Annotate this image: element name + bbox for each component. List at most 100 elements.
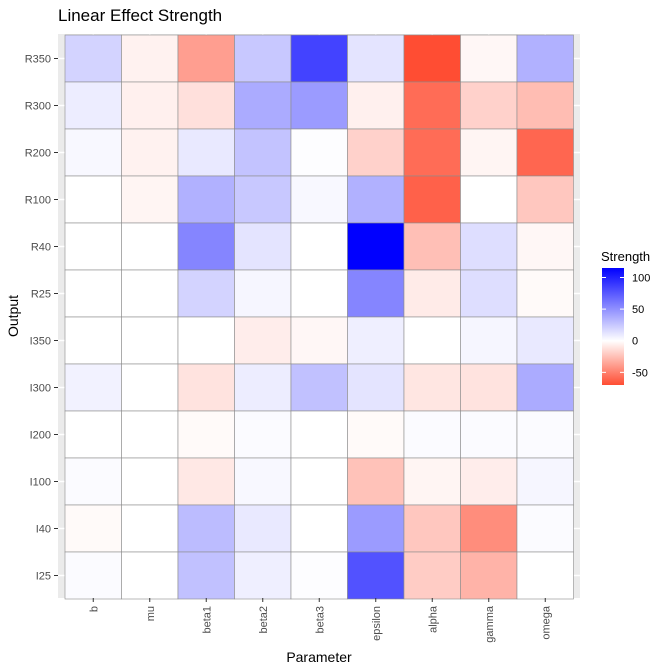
heatmap-cell: [177, 81, 235, 130]
heatmap-cell: [347, 363, 405, 412]
heatmap-cell: [121, 551, 179, 600]
heatmap-cell: [347, 504, 405, 553]
y-tick-label: I350: [30, 336, 51, 348]
heatmap-cells: [64, 34, 574, 600]
heatmap-cell: [64, 551, 122, 600]
heatmap-cell: [403, 128, 461, 177]
heatmap-cell: [516, 457, 574, 506]
heatmap-cell: [347, 316, 405, 365]
heatmap-cell: [177, 410, 235, 459]
heatmap-cell: [64, 316, 122, 365]
x-tick-label: alpha: [427, 605, 439, 633]
heatmap-cell: [121, 316, 179, 365]
heatmap-cell: [64, 34, 122, 83]
heatmap-cell: [290, 81, 348, 130]
heatmap-cell: [290, 316, 348, 365]
heatmap-cell: [460, 175, 518, 224]
heatmap-cell: [290, 269, 348, 318]
heatmap-cell: [234, 457, 292, 506]
heatmap-cell: [234, 363, 292, 412]
heatmap-cell: [516, 316, 574, 365]
y-tick-label: R300: [25, 101, 51, 113]
heatmap-cell: [177, 128, 235, 177]
heatmap-cell: [64, 269, 122, 318]
heatmap-cell: [290, 504, 348, 553]
heatmap-cell: [234, 175, 292, 224]
heatmap-cell: [177, 316, 235, 365]
heatmap-cell: [516, 222, 574, 271]
heatmap-cell: [234, 128, 292, 177]
heatmap-cell: [64, 363, 122, 412]
y-tick-label: R25: [31, 289, 51, 301]
x-axis-title: Parameter: [286, 649, 352, 665]
heatmap-cell: [460, 457, 518, 506]
y-tick-label: I100: [30, 477, 51, 489]
heatmap-cell: [290, 34, 348, 83]
heatmap-cell: [460, 551, 518, 600]
y-axis-title: Output: [5, 295, 21, 337]
x-tick-label: epsilon: [371, 606, 383, 641]
heatmap-cell: [516, 504, 574, 553]
heatmap-cell: [177, 504, 235, 553]
heatmap-cell: [516, 175, 574, 224]
heatmap-cell: [234, 551, 292, 600]
heatmap-cell: [460, 34, 518, 83]
x-tick-label: gamma: [484, 605, 496, 643]
heatmap-cell: [460, 269, 518, 318]
legend-tick-label: 100: [632, 272, 650, 284]
heatmap-cell: [64, 175, 122, 224]
y-tick-label: R40: [31, 242, 51, 254]
heatmap-cell: [177, 551, 235, 600]
y-tick-label: R350: [25, 54, 51, 66]
heatmap-cell: [347, 410, 405, 459]
heatmap-cell: [290, 363, 348, 412]
heatmap-cell: [347, 34, 405, 83]
heatmap-cell: [347, 457, 405, 506]
heatmap-cell: [347, 551, 405, 600]
heatmap-cell: [347, 81, 405, 130]
heatmap-cell: [516, 81, 574, 130]
heatmap-cell: [121, 222, 179, 271]
heatmap-cell: [177, 175, 235, 224]
heatmap-cell: [516, 34, 574, 83]
heatmap-cell: [64, 81, 122, 130]
y-tick-label: I200: [30, 430, 51, 442]
heatmap-cell: [177, 222, 235, 271]
heatmap-cell: [234, 269, 292, 318]
heatmap-cell: [460, 316, 518, 365]
heatmap-cell: [290, 222, 348, 271]
y-axis-ticks: R350 R300 R200 R100 R40 R25 I350 I300 I200 I100 I4…: [25, 54, 58, 583]
heatmap-cell: [516, 551, 574, 600]
heatmap-cell: [234, 316, 292, 365]
heatmap-cell: [177, 269, 235, 318]
heatmap-cell: [64, 457, 122, 506]
heatmap-cell: [121, 81, 179, 130]
legend-tick-label: 50: [632, 304, 644, 316]
heatmap-cell: [403, 175, 461, 224]
heatmap-cell: [403, 222, 461, 271]
heatmap-cell: [290, 128, 348, 177]
heatmap-cell: [234, 222, 292, 271]
x-tick-label: mu: [145, 606, 157, 621]
heatmap-cell: [121, 175, 179, 224]
heatmap-cell: [234, 81, 292, 130]
legend-title: Strength: [601, 249, 650, 264]
heatmap-cell: [290, 551, 348, 600]
legend-tick-label: -50: [632, 367, 648, 379]
heatmap-cell: [234, 34, 292, 83]
heatmap-cell: [64, 222, 122, 271]
heatmap-cell: [121, 504, 179, 553]
heatmap-cell: [177, 457, 235, 506]
heatmap-cell: [403, 504, 461, 553]
heatmap-cell: [403, 34, 461, 83]
heatmap-cell: [64, 504, 122, 553]
heatmap-cell: [64, 128, 122, 177]
heatmap-cell: [403, 363, 461, 412]
legend-tick-label: 0: [632, 336, 638, 348]
heatmap-cell: [460, 410, 518, 459]
heatmap-cell: [460, 128, 518, 177]
heatmap-cell: [177, 34, 235, 83]
heatmap-cell: [234, 410, 292, 459]
legend-colorbar: [602, 268, 624, 385]
heatmap-cell: [234, 504, 292, 553]
